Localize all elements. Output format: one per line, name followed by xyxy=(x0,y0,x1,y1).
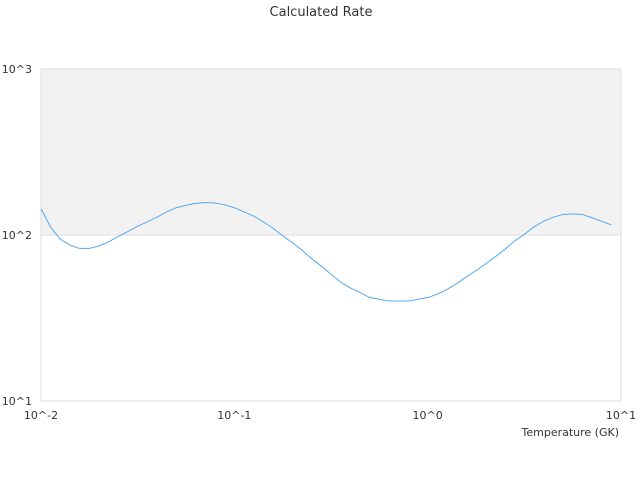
plot-area xyxy=(40,68,622,402)
shaded-band xyxy=(41,69,621,235)
x-axis-label: Temperature (GK) xyxy=(521,426,620,439)
series-line xyxy=(40,201,612,302)
x-tick-label: 10^1 xyxy=(606,409,636,422)
series-layer xyxy=(40,201,612,302)
x-tick-label: 10^-2 xyxy=(24,409,58,422)
x-tick-label: 10^0 xyxy=(413,409,443,422)
tick-layer: 10^-2 10^-1 10^0 10^1 10^1 10^2 10^3 xyxy=(2,63,636,422)
y-tick-label: 10^3 xyxy=(2,63,32,76)
y-tick-label: 10^2 xyxy=(2,229,32,242)
x-tick-label: 10^-1 xyxy=(217,409,251,422)
chart-title: Calculated Rate xyxy=(270,5,373,20)
y-tick-label: 10^1 xyxy=(2,395,32,408)
